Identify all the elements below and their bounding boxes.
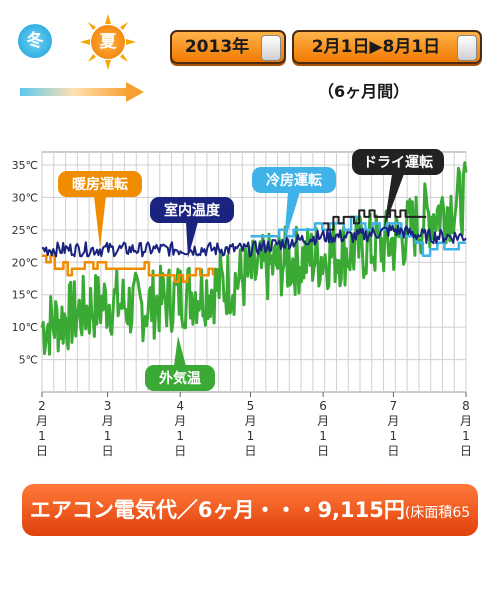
season-arrow <box>20 88 128 96</box>
x-tick-label: 7 <box>390 399 398 413</box>
x-tick-label: 日 <box>317 444 329 458</box>
season-arrow-head <box>126 82 144 102</box>
callout-label-dry: ドライ運転 <box>363 154 433 171</box>
y-tick-label: 5℃ <box>19 354 38 367</box>
cost-summary-text: エアコン電気代／6ヶ月・・・9,115円 <box>29 498 405 522</box>
y-tick-label: 15℃ <box>12 289 38 302</box>
callout-label-heating: 暖房運転 <box>72 176 128 193</box>
winter-badge: 冬 <box>18 24 52 58</box>
callout-bubble <box>252 167 336 193</box>
indoor-temp-line <box>41 224 467 258</box>
year-select-value: 2013年 <box>184 37 250 57</box>
sun-icon <box>80 14 136 70</box>
x-tick-label: 6 <box>319 399 327 413</box>
x-tick-label: 1 <box>319 429 327 443</box>
x-tick-label: 月 <box>102 414 114 428</box>
x-tick-label: 8 <box>462 399 470 413</box>
range-select-value: 2月1日▶8月1日 <box>311 37 441 57</box>
summer-label: 夏 <box>99 32 117 52</box>
callout-pointer <box>174 336 186 366</box>
x-tick-label: 1 <box>38 429 46 443</box>
x-tick-label: 5 <box>247 399 255 413</box>
callout-pointer <box>384 174 404 228</box>
y-tick-label: 20℃ <box>12 256 38 269</box>
y-tick-label: 30℃ <box>12 191 38 204</box>
x-tick-label: 月 <box>460 414 472 428</box>
outdoor-temp-line <box>40 161 468 356</box>
temperature-chart: 35℃30℃25℃20℃15℃10℃5℃2月1日3月1日4月1日5月1日6月1日… <box>12 149 472 458</box>
callout-bubble <box>150 197 234 223</box>
x-tick-label: 日 <box>460 444 472 458</box>
range-select-handle <box>457 35 477 61</box>
x-tick-label: 月 <box>36 414 48 428</box>
cooling-run-line <box>250 215 466 258</box>
cost-summary-banner: エアコン電気代／6ヶ月・・・9,115円(床面積65坪) <box>22 484 478 576</box>
x-tick-label: 4 <box>176 399 184 413</box>
summer-badge: 夏 <box>91 25 125 59</box>
callout-bubble <box>58 171 142 197</box>
y-tick-label: 35℃ <box>12 159 38 172</box>
x-tick-label: 1 <box>247 429 255 443</box>
dry-run-line <box>323 209 427 231</box>
year-select[interactable]: 2013年 <box>170 30 286 64</box>
x-tick-label: 1 <box>176 429 184 443</box>
x-tick-label: 3 <box>104 399 112 413</box>
x-tick-label: 月 <box>244 414 256 428</box>
year-select-handle <box>261 35 281 61</box>
period-label: （6ヶ月間） <box>318 82 410 101</box>
y-tick-label: 10℃ <box>12 321 38 334</box>
callout-label-cooling: 冷房運転 <box>266 172 322 189</box>
x-tick-label: 1 <box>462 429 470 443</box>
callout-pointer <box>186 222 198 258</box>
callout-label-outdoor: 外気温 <box>159 370 201 387</box>
x-tick-label: 1 <box>390 429 398 443</box>
callout-pointer <box>94 196 106 248</box>
heating-run-line <box>42 254 215 283</box>
callout-pointer <box>284 192 300 244</box>
x-tick-label: 日 <box>174 444 186 458</box>
range-select[interactable]: 2月1日▶8月1日 <box>292 30 482 64</box>
winter-label: 冬 <box>26 31 44 51</box>
callout-bubble <box>352 149 444 175</box>
x-tick-label: 日 <box>102 444 114 458</box>
x-tick-label: 2 <box>38 399 46 413</box>
x-tick-label: 月 <box>317 414 329 428</box>
callout-label-indoor: 室内温度 <box>164 202 221 219</box>
x-tick-label: 1 <box>104 429 112 443</box>
x-tick-label: 月 <box>387 414 399 428</box>
callout-bubble <box>145 365 215 391</box>
x-tick-label: 日 <box>36 444 48 458</box>
x-tick-label: 月 <box>174 414 186 428</box>
y-tick-label: 25℃ <box>12 224 38 237</box>
x-tick-label: 日 <box>244 444 256 458</box>
x-tick-label: 日 <box>387 444 399 458</box>
